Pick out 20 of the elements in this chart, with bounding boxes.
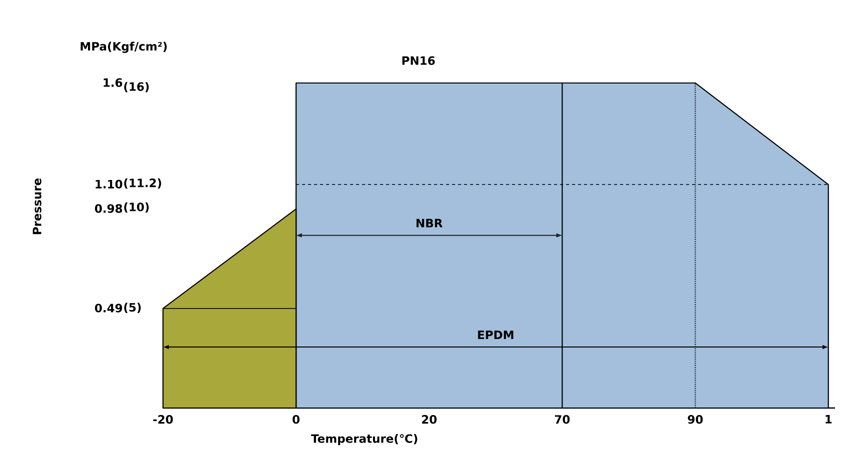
y-tick-label: 0.49 — [94, 304, 122, 312]
y2-tick-label: (10) — [124, 202, 149, 213]
y-axis-title: Pressure — [32, 178, 42, 234]
series-label: NBR — [416, 218, 443, 228]
x-axis-title: Temperature(℃) — [311, 434, 418, 446]
x-tick-label: 20 — [422, 415, 437, 424]
y2-tick-label: (11.2) — [124, 178, 162, 189]
y-tick-label: 1.6 — [104, 78, 122, 87]
series-label: EPDM — [478, 330, 514, 340]
y-tick-label: 0.98 — [94, 204, 122, 213]
x-tick-label: 0 — [292, 415, 300, 424]
y2-tick-label: (5) — [124, 302, 141, 313]
y2-tick-label: (16) — [124, 82, 149, 92]
y-tick-label: 1.10 — [96, 180, 122, 188]
x-tick-label: 70 — [554, 415, 570, 424]
x-tick-label: -20 — [153, 415, 173, 424]
chart-title: PN16 — [402, 56, 435, 65]
x-tick-label: 90 — [688, 415, 703, 424]
x-tick-label: 1 — [826, 415, 832, 424]
text: MPa(Kgf/cm²) — [80, 42, 167, 53]
